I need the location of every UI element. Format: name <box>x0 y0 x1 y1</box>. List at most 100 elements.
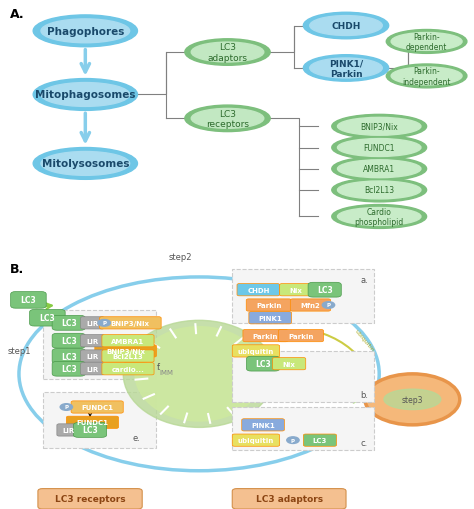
FancyBboxPatch shape <box>249 312 292 324</box>
Text: ubiquitin: ubiquitin <box>238 348 274 354</box>
Ellipse shape <box>384 389 441 410</box>
FancyBboxPatch shape <box>81 363 104 375</box>
FancyBboxPatch shape <box>81 335 104 347</box>
FancyBboxPatch shape <box>81 317 104 329</box>
Text: LIR: LIR <box>86 338 99 344</box>
Text: LC3 adaptors: LC3 adaptors <box>255 494 323 503</box>
Ellipse shape <box>185 40 270 66</box>
Circle shape <box>322 302 335 308</box>
Ellipse shape <box>391 34 462 51</box>
Ellipse shape <box>303 13 389 40</box>
FancyBboxPatch shape <box>10 292 46 308</box>
Text: CHDH: CHDH <box>247 287 270 293</box>
FancyBboxPatch shape <box>43 392 156 448</box>
Ellipse shape <box>332 157 427 181</box>
Text: Mitolysosomes: Mitolysosomes <box>42 159 129 169</box>
FancyBboxPatch shape <box>38 489 142 509</box>
FancyBboxPatch shape <box>232 270 374 323</box>
Text: LC3: LC3 <box>317 286 333 295</box>
Text: LC3 receptors: LC3 receptors <box>55 494 125 503</box>
Text: AMBRA1: AMBRA1 <box>363 165 395 174</box>
Circle shape <box>60 404 73 410</box>
Text: step3: step3 <box>401 395 423 404</box>
Ellipse shape <box>386 65 467 89</box>
Text: LC3: LC3 <box>61 336 77 346</box>
FancyBboxPatch shape <box>102 350 154 362</box>
Text: FUNDC1: FUNDC1 <box>76 419 109 426</box>
Ellipse shape <box>310 59 382 79</box>
Ellipse shape <box>123 321 275 428</box>
FancyBboxPatch shape <box>290 299 331 312</box>
Text: PINK1: PINK1 <box>258 315 282 321</box>
Text: Parkin: Parkin <box>253 333 278 339</box>
FancyBboxPatch shape <box>100 317 161 329</box>
Text: step1: step1 <box>7 347 31 356</box>
Text: ubiquitin: ubiquitin <box>238 437 274 443</box>
Text: LIR: LIR <box>63 427 75 433</box>
Text: Mitophagosomes: Mitophagosomes <box>35 90 136 100</box>
FancyBboxPatch shape <box>232 489 346 509</box>
Text: c.: c. <box>360 438 367 447</box>
Text: B.: B. <box>9 262 24 275</box>
Text: Nix: Nix <box>290 287 303 293</box>
Ellipse shape <box>191 43 264 63</box>
Text: P: P <box>64 405 68 410</box>
Ellipse shape <box>41 152 130 176</box>
Text: P: P <box>327 303 330 308</box>
FancyBboxPatch shape <box>102 363 154 375</box>
FancyBboxPatch shape <box>280 284 313 296</box>
Text: LIR: LIR <box>86 353 99 359</box>
Ellipse shape <box>337 118 421 136</box>
Text: Cardio
phospholipid: Cardio phospholipid <box>355 207 404 227</box>
FancyBboxPatch shape <box>237 284 280 296</box>
Circle shape <box>98 320 110 327</box>
Text: Phagophores: Phagophores <box>46 27 124 37</box>
FancyBboxPatch shape <box>81 350 104 362</box>
Ellipse shape <box>191 109 264 129</box>
Ellipse shape <box>41 83 130 107</box>
Text: PINK1/
Parkin: PINK1/ Parkin <box>329 59 363 78</box>
FancyBboxPatch shape <box>71 401 123 413</box>
FancyBboxPatch shape <box>303 434 337 446</box>
Text: LIR: LIR <box>86 366 99 372</box>
Ellipse shape <box>332 136 427 160</box>
Circle shape <box>287 437 299 443</box>
Text: LC3
receptors: LC3 receptors <box>206 109 249 129</box>
FancyBboxPatch shape <box>57 424 81 436</box>
Text: LC3: LC3 <box>255 359 271 369</box>
Ellipse shape <box>337 160 421 178</box>
Ellipse shape <box>337 139 421 157</box>
FancyBboxPatch shape <box>102 335 154 347</box>
Ellipse shape <box>332 115 427 139</box>
Ellipse shape <box>41 20 130 44</box>
Text: Parkin: Parkin <box>288 333 314 339</box>
Text: BNIP3/Nix: BNIP3/Nix <box>360 123 398 131</box>
Ellipse shape <box>33 79 137 111</box>
Ellipse shape <box>303 55 389 82</box>
FancyBboxPatch shape <box>308 283 341 297</box>
Ellipse shape <box>310 16 382 36</box>
Text: LC3: LC3 <box>313 437 327 443</box>
Text: LC3: LC3 <box>82 426 98 435</box>
Ellipse shape <box>332 179 427 203</box>
Text: d.: d. <box>57 364 65 374</box>
FancyBboxPatch shape <box>232 351 374 402</box>
Text: f.: f. <box>156 362 162 371</box>
Text: P: P <box>291 438 295 443</box>
FancyBboxPatch shape <box>52 316 85 331</box>
Text: b.: b. <box>360 390 368 399</box>
Text: Bcl2L13: Bcl2L13 <box>364 186 394 195</box>
Text: OMM: OMM <box>237 303 255 309</box>
Text: P: P <box>102 321 106 326</box>
Text: FUNDC1: FUNDC1 <box>364 144 395 153</box>
Text: Parkin: Parkin <box>256 302 282 308</box>
FancyBboxPatch shape <box>66 416 118 429</box>
Ellipse shape <box>391 68 462 86</box>
Text: ubiquitin: ubiquitin <box>353 328 375 352</box>
Ellipse shape <box>185 106 270 132</box>
Text: Parkin-
independent: Parkin- independent <box>402 67 451 87</box>
FancyBboxPatch shape <box>279 330 323 342</box>
FancyBboxPatch shape <box>273 358 306 370</box>
Text: step2: step2 <box>168 252 192 262</box>
FancyBboxPatch shape <box>243 330 288 342</box>
